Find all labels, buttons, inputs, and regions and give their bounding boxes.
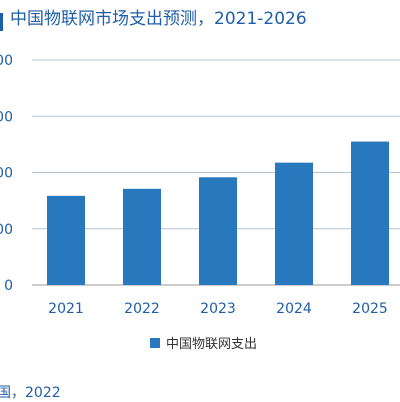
x-tick-label: 2024 [276, 301, 312, 317]
x-tick-label: 2025 [352, 301, 388, 317]
bar [275, 162, 313, 285]
y-tick-label: 00 [0, 109, 13, 125]
y-tick-label: 0 [4, 278, 13, 294]
y-tick-label: 00 [0, 166, 13, 182]
x-tick-label: 2021 [48, 301, 84, 317]
legend-label: 中国物联网支出 [166, 337, 258, 352]
bar [123, 188, 161, 285]
x-tick-label: 2022 [124, 301, 160, 317]
legend-swatch [150, 337, 160, 348]
legend: 中国物联网支出 [150, 333, 257, 352]
y-tick-label: 00 [0, 53, 13, 69]
source-note: 国，2022 [0, 385, 61, 401]
x-tick-label: 2023 [200, 301, 236, 317]
bar [47, 195, 85, 285]
bar [351, 141, 389, 285]
y-tick-label: 00 [0, 222, 13, 238]
bar [199, 177, 237, 285]
title-accent-bar [0, 13, 3, 31]
chart-title-text: 中国物联网市场支出预测，2021-2026 [10, 9, 307, 29]
